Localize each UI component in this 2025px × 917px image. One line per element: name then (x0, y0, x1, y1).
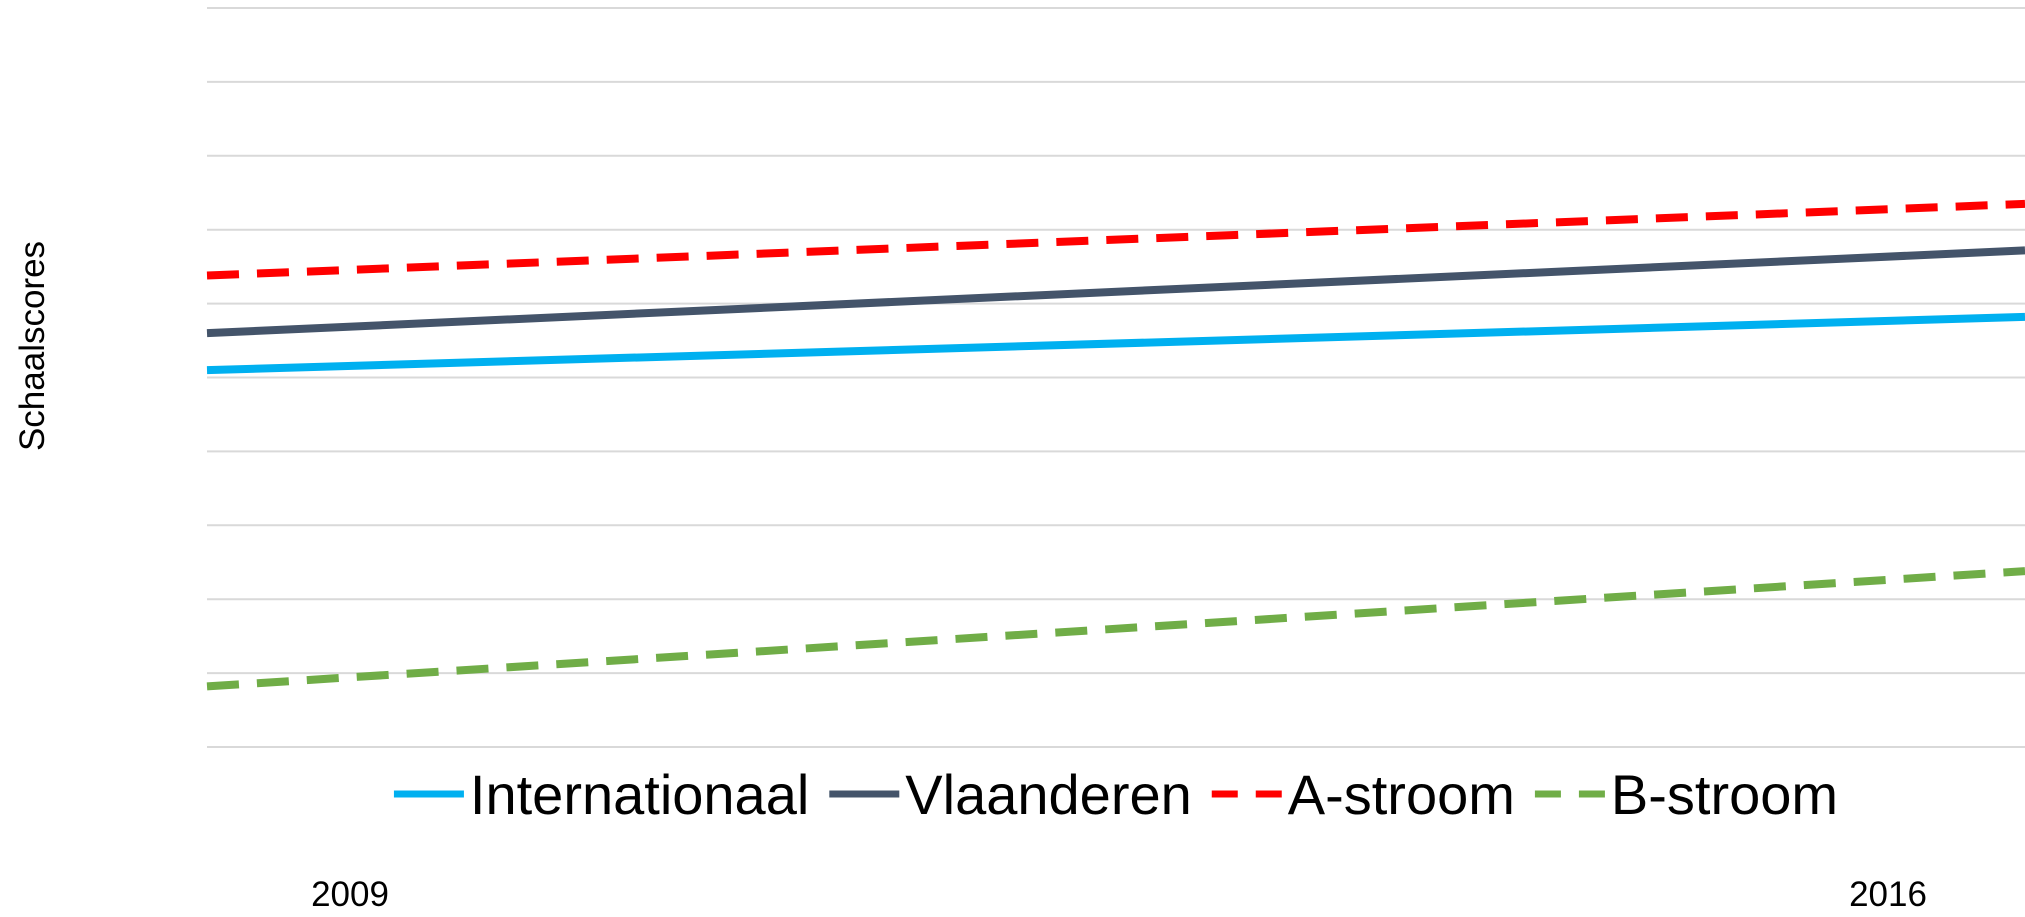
series-lines (206, 199, 2025, 691)
gridlines (207, 7, 2025, 748)
series-line-internationaal (206, 312, 2025, 375)
legend-item: B-stroom (1534, 763, 1838, 826)
legend-label: B-stroom (1611, 763, 1838, 826)
legend-item: A-stroom (1211, 763, 1515, 826)
legend: Internationaal Vlaanderen A-stroom B-stroom (393, 763, 1838, 826)
series-line-vlaanderen (206, 246, 2025, 338)
legend-label: Vlaanderen (905, 763, 1191, 826)
series-line-b-stroom (206, 567, 2025, 691)
x-tick-label: 2009 (311, 875, 389, 912)
x-axis-ticks: 2009 2016 (311, 875, 1927, 914)
legend-item: Internationaal (393, 763, 809, 826)
legend-item: Vlaanderen (829, 763, 1192, 826)
legend-label: Internationaal (470, 763, 809, 826)
series-line-a-stroom (206, 199, 2025, 280)
x-tick-label: 2016 (1849, 875, 1927, 912)
y-axis-label: Schaalscores (13, 241, 52, 451)
legend-label: A-stroom (1288, 763, 1515, 826)
